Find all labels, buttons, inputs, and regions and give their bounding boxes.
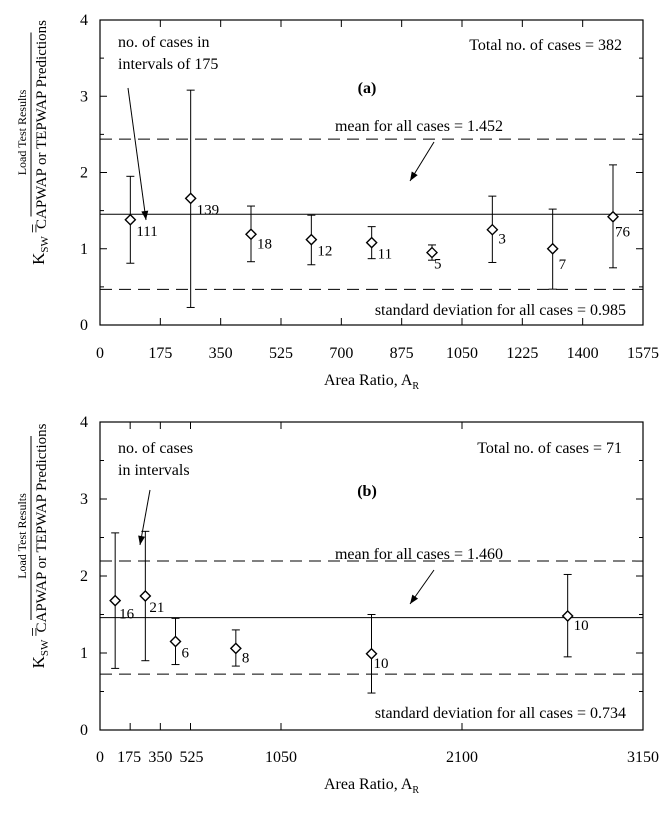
count-label: 11	[378, 247, 392, 263]
callout-label: intervals of 175	[118, 56, 218, 73]
y-tick-label: 1	[80, 645, 88, 662]
x-axis-label: Area Ratio, AR	[324, 776, 419, 796]
data-point	[305, 233, 318, 246]
y-axis-label-numerator: Load Test Results	[15, 89, 29, 175]
x-tick-label: 350	[148, 749, 172, 766]
x-axis-label-main: Area Ratio, A	[324, 372, 413, 389]
panel-label: (b)	[357, 483, 377, 500]
std-label: standard deviation for all cases = 0.985	[375, 302, 626, 319]
data-point	[365, 236, 378, 249]
y-tick-label: 4	[80, 414, 88, 431]
count-label: 5	[434, 257, 442, 273]
mean-label: mean for all cases = 1.452	[335, 118, 503, 135]
data-point	[607, 210, 619, 223]
x-tick-label: 700	[329, 345, 353, 362]
x-tick-label: 875	[390, 345, 414, 362]
data-point	[245, 228, 257, 241]
mean-arrow-head	[410, 171, 418, 181]
data-point	[139, 590, 152, 603]
y-tick-label: 3	[80, 88, 88, 105]
count-label: 76	[615, 225, 631, 241]
x-axis-label-sub: R	[412, 785, 419, 796]
data-point	[169, 635, 182, 648]
mean-label: mean for all cases = 1.460	[335, 546, 503, 563]
count-label: 16	[119, 607, 135, 623]
data-point	[229, 642, 242, 655]
data-point	[124, 213, 137, 226]
data-point	[109, 594, 122, 607]
count-label: 111	[136, 224, 157, 240]
y-axis-label-prefix: K	[29, 655, 48, 668]
x-tick-label: 3150	[627, 749, 659, 766]
callout-arrow-head	[141, 210, 149, 220]
callout-arrow	[139, 489, 151, 546]
data-point	[426, 246, 438, 259]
callout-arrow-head	[138, 535, 146, 545]
y-axis-label-denominator: CAPWAP or TEPWAP Predictions	[34, 423, 50, 632]
y-axis-label-numerator: Load Test Results	[15, 493, 29, 579]
count-label: 12	[317, 244, 332, 260]
y-tick-label: 2	[80, 165, 88, 182]
count-label: 8	[242, 650, 250, 666]
count-label: 10	[374, 656, 389, 672]
count-label: 21	[149, 600, 164, 616]
data-point	[184, 192, 197, 205]
data-point	[365, 647, 378, 660]
callout-label: in intervals	[118, 462, 190, 479]
x-tick-label: 1225	[506, 345, 538, 362]
x-tick-label: 350	[209, 345, 233, 362]
y-axis-label: KSW = Load Test Results CAPWAP or TEPWAP Pr…	[15, 423, 51, 668]
x-tick-label: 525	[269, 345, 293, 362]
y-tick-label: 1	[80, 241, 88, 258]
x-tick-label: 1575	[627, 345, 659, 362]
panel-label: (a)	[358, 80, 377, 97]
total-cases-label: Total no. of cases = 382	[469, 37, 622, 54]
count-label: 10	[574, 618, 589, 634]
x-tick-label: 175	[117, 749, 141, 766]
y-tick-label: 4	[80, 12, 88, 29]
y-tick-label: 0	[80, 317, 88, 334]
x-tick-label: 0	[96, 749, 104, 766]
data-point	[486, 223, 499, 236]
count-label: 7	[559, 257, 567, 273]
x-tick-label: 1400	[567, 345, 599, 362]
y-axis-label-sub: SW	[39, 639, 51, 656]
data-point	[546, 242, 559, 255]
x-axis-label: Area Ratio, AR	[324, 372, 419, 392]
total-cases-label: Total no. of cases = 71	[477, 440, 622, 457]
y-axis-label-k: KSW	[29, 639, 51, 668]
x-tick-label: 1050	[265, 749, 297, 766]
count-label: 6	[182, 645, 190, 661]
y-axis-label-equals: =	[25, 224, 44, 234]
std-label: standard deviation for all cases = 0.734	[375, 705, 626, 722]
x-tick-label: 0	[96, 345, 104, 362]
count-label: 18	[257, 236, 272, 252]
data-point	[561, 610, 574, 623]
y-axis-label: KSW= Load Test Results CAPWAP or TEPWAP Pr…	[15, 20, 51, 265]
x-tick-label: 2100	[446, 749, 478, 766]
count-label: 139	[197, 202, 220, 218]
y-axis-label-equals: =	[25, 627, 44, 637]
x-axis-label-sub: R	[412, 381, 419, 392]
y-axis-label-prefix: K	[29, 252, 48, 265]
callout-label: no. of cases	[118, 440, 193, 457]
chart-panel-b: 0 1 2 3 4 0 175 350 525 1050 2100 3150 Area Ratio, A…	[15, 414, 659, 796]
x-tick-label: 175	[148, 345, 172, 362]
y-tick-label: 0	[80, 722, 88, 739]
y-tick-label: 3	[80, 491, 88, 508]
x-tick-label: 1050	[446, 345, 478, 362]
x-tick-label: 525	[180, 749, 204, 766]
y-axis-label-denominator: CAPWAP or TEPWAP Predictions	[34, 20, 50, 229]
mean-arrow-head	[410, 594, 419, 604]
callout-label: no. of cases in	[118, 34, 210, 51]
y-axis-label-k: KSW	[29, 235, 51, 264]
x-axis-label-main: Area Ratio, A	[324, 776, 413, 793]
y-axis-label-sub: SW	[39, 235, 51, 252]
y-tick-label: 2	[80, 568, 88, 585]
count-label: 3	[498, 232, 506, 248]
callout-arrow	[127, 87, 147, 221]
